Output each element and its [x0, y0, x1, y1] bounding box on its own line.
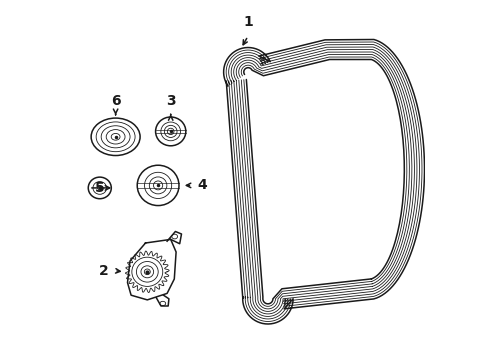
Text: 2: 2: [99, 264, 108, 278]
Text: 6: 6: [111, 94, 120, 108]
Text: 3: 3: [165, 94, 175, 108]
Text: 5: 5: [94, 181, 104, 195]
Text: 1: 1: [243, 15, 252, 29]
Text: 4: 4: [197, 179, 207, 192]
